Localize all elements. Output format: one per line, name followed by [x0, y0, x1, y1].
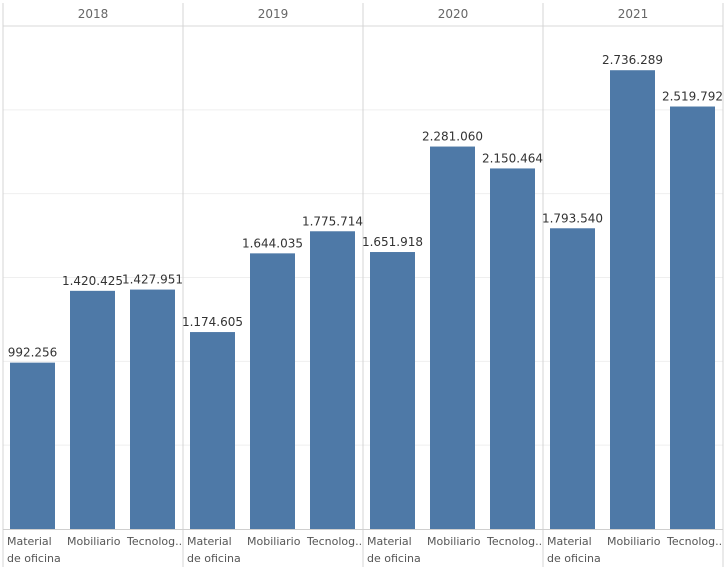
year-header-label: 2019 [258, 7, 289, 21]
bar-2019-1[interactable] [250, 253, 295, 529]
category-tick-label: Mobiliario [247, 535, 301, 548]
category-tick-label: Tecnolog.. [666, 535, 722, 548]
bar-value-label: 1.793.540 [542, 211, 603, 225]
year-header-label: 2020 [438, 7, 469, 21]
bar-value-label: 992.256 [8, 346, 58, 360]
year-panel-2019: 2019 1.174.605 Material de oficina 1.644.035… [182, 7, 363, 565]
bar-2018-2[interactable] [130, 289, 175, 529]
category-tick-label: de oficina [547, 552, 601, 565]
bar-2021-2[interactable] [670, 106, 715, 529]
category-tick-label: Mobiliario [607, 535, 661, 548]
bar-2020-1[interactable] [430, 146, 475, 529]
bar-2019-2[interactable] [310, 231, 355, 529]
bar-2018-0[interactable] [10, 362, 55, 529]
category-tick-label: Tecnolog.. [306, 535, 362, 548]
bar-value-label: 1.644.035 [242, 236, 303, 250]
bar-value-label: 1.174.605 [182, 315, 243, 329]
bar-value-label: 1.775.714 [302, 214, 363, 228]
bar-value-label: 1.427.951 [122, 273, 183, 287]
bar-value-label: 2.736.289 [602, 53, 663, 67]
year-header-label: 2021 [618, 7, 649, 21]
category-tick-label: de oficina [367, 552, 421, 565]
year-header-label: 2018 [78, 7, 109, 21]
category-tick-label: Material [367, 535, 412, 548]
bar-value-label: 1.651.918 [362, 235, 423, 249]
category-tick-label: Tecnolog.. [486, 535, 542, 548]
category-tick-label: Mobiliario [67, 535, 121, 548]
category-tick-label: Material [547, 535, 592, 548]
category-tick-label: Material [7, 535, 52, 548]
category-tick-label: Material [187, 535, 232, 548]
bar-2021-1[interactable] [610, 70, 655, 529]
bar-2020-0[interactable] [370, 252, 415, 529]
bar-2019-0[interactable] [190, 332, 235, 529]
category-tick-label: de oficina [187, 552, 241, 565]
bar-2018-1[interactable] [70, 290, 115, 529]
year-panel-2018: 2018 992.256 Material de oficina 1.420.425 Mo… [7, 7, 183, 565]
bar-2021-0[interactable] [550, 228, 595, 529]
category-tick-label: Mobiliario [427, 535, 481, 548]
bar-value-label: 1.420.425 [62, 274, 123, 288]
bar-value-label: 2.281.060 [422, 130, 483, 144]
bar-value-label: 2.519.792 [662, 90, 723, 104]
category-tick-label: de oficina [7, 552, 61, 565]
year-panel-2021: 2021 1.793.540 Material de oficina 2.736.289… [542, 7, 723, 565]
bar-2020-2[interactable] [490, 168, 535, 529]
category-tick-label: Tecnolog.. [126, 535, 182, 548]
bar-value-label: 2.150.464 [482, 151, 543, 165]
year-panel-2020: 2020 1.651.918 Material de oficina 2.281.060… [362, 7, 543, 565]
